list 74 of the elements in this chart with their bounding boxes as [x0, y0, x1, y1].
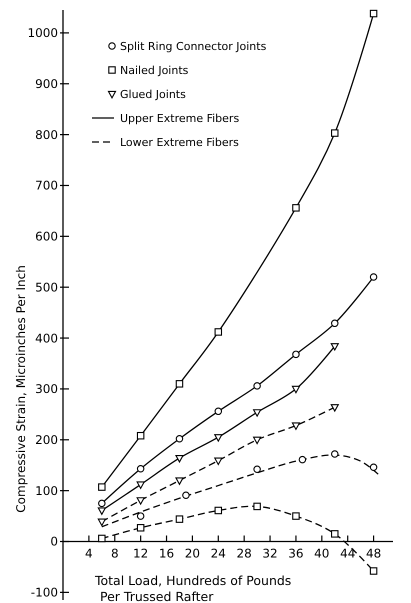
point: [176, 380, 184, 388]
point: [98, 500, 106, 508]
point: [214, 458, 222, 466]
point: [214, 408, 222, 416]
point: [214, 434, 222, 442]
y-tick-label: -100: [30, 586, 58, 600]
point: [292, 204, 300, 212]
point: [292, 512, 300, 520]
point: [331, 129, 339, 137]
x-tick-label: 8: [110, 546, 119, 561]
y-tick-label: 700: [35, 178, 58, 193]
x-tick-label: 36: [288, 546, 304, 561]
point: [292, 386, 300, 394]
point: [176, 515, 184, 523]
y-tick-label: 0: [50, 534, 58, 549]
point: [98, 507, 106, 515]
x-tick-label: 4: [85, 546, 93, 561]
x-tick-label: 48: [366, 546, 382, 561]
point: [370, 273, 378, 281]
point: [98, 518, 106, 526]
point: [136, 432, 144, 440]
point: [136, 481, 145, 489]
y-tick-label: 900: [35, 76, 58, 91]
point: [370, 464, 378, 471]
point: [176, 435, 184, 443]
y-tick-label: 300: [35, 382, 58, 396]
y-tick-label: 200: [35, 432, 58, 447]
legend-label: Upper Extreme Fibers: [120, 112, 240, 125]
point: [331, 530, 339, 538]
point: [292, 350, 300, 358]
y-axis-title: Compressive Strain, Microinches Per Inch: [14, 265, 28, 513]
legend-label: Lower Extreme Fibers: [120, 136, 240, 149]
point: [370, 10, 378, 18]
point: [98, 534, 106, 542]
point: [136, 497, 145, 505]
point: [370, 567, 378, 575]
y-tick-label: 800: [35, 128, 58, 142]
point: [298, 456, 306, 464]
x-tick-label: 32: [262, 546, 278, 561]
legend-label: Split Ring Connector Joints: [120, 40, 267, 53]
point: [330, 343, 339, 351]
point: [253, 436, 262, 444]
point: [175, 477, 184, 485]
x-tick-label: 44: [340, 546, 356, 561]
legend-label: Glued Joints: [120, 88, 186, 101]
y-tick-label: 1000: [27, 26, 58, 40]
point: [330, 404, 339, 412]
point: [253, 502, 261, 510]
point: [182, 491, 190, 499]
x-tick-label: 16: [158, 546, 174, 561]
point: [331, 450, 339, 458]
legend-label: Nailed Joints: [120, 64, 189, 77]
point: [292, 422, 300, 430]
point: [136, 512, 144, 520]
x-axis-title: Total Load, Hundreds of Pounds Per Trussed Rafter: [94, 573, 292, 603]
point: [136, 524, 144, 532]
point: [175, 454, 184, 462]
y-tick-label: 100: [35, 484, 58, 498]
x-tick-label: 40: [314, 546, 330, 561]
x-tick-label: 20: [184, 546, 200, 561]
point: [253, 382, 261, 390]
point: [214, 328, 222, 336]
y-tick-label: 500: [35, 280, 58, 294]
point: [253, 466, 261, 474]
x-tick-label: 12: [133, 546, 148, 561]
x-tick-label: 28: [236, 546, 252, 561]
point: [253, 409, 262, 417]
point: [136, 465, 144, 473]
point: [331, 320, 339, 328]
x-tick-label: 24: [210, 546, 226, 561]
point: [214, 506, 222, 514]
point: [98, 483, 106, 491]
y-tick-label: 600: [35, 230, 58, 244]
y-tick-label: 400: [35, 331, 58, 346]
